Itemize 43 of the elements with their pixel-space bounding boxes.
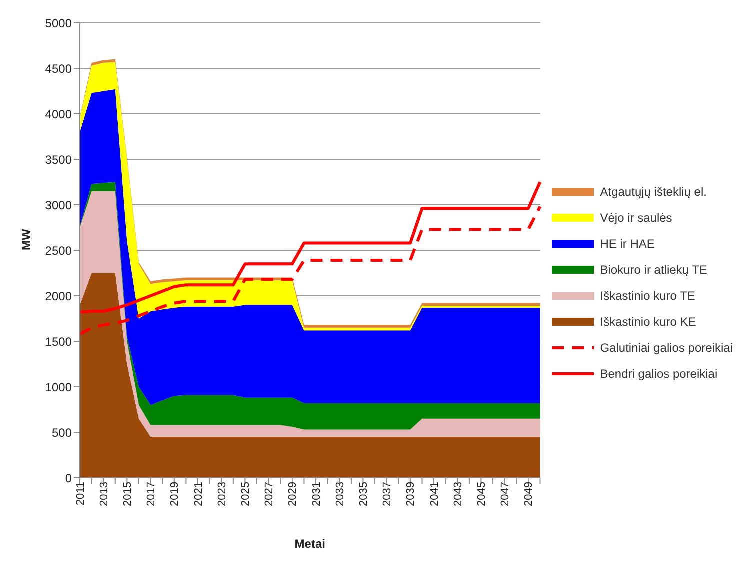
- y-tick-label: 0: [65, 471, 72, 486]
- x-axis-title: Metai: [294, 537, 326, 551]
- legend-label: HE ir HAE: [600, 237, 655, 251]
- x-tick-label: 2049: [523, 482, 536, 506]
- x-tick-label: 2029: [287, 482, 300, 506]
- y-tick-label: 5000: [45, 16, 72, 30]
- x-tick-label: 2035: [358, 482, 370, 506]
- x-tick-label: 2013: [98, 482, 110, 506]
- y-tick-label: 4000: [45, 107, 72, 122]
- y-tick-label: 3500: [45, 152, 72, 167]
- x-tick-label: 2031: [310, 482, 323, 506]
- y-tick-label: 3000: [45, 198, 72, 212]
- x-tick-label: 2039: [405, 482, 418, 506]
- x-tick-label: 2023: [216, 482, 228, 506]
- x-tick-label: 2047: [500, 482, 512, 506]
- x-tick-label: 2045: [476, 482, 488, 506]
- x-tick-label: 2025: [240, 482, 252, 506]
- x-tick-label: 2019: [169, 482, 182, 506]
- legend-label: Galutiniai galios poreikiai: [600, 341, 733, 355]
- legend-label: Vėjo ir saulės: [600, 211, 672, 225]
- legend-label: Iškastinio kuro KE: [600, 315, 696, 329]
- y-tick-label: 2500: [45, 244, 72, 258]
- x-tick-label: 2033: [334, 482, 346, 506]
- legend-label: Iškastinio kuro TE: [600, 289, 696, 303]
- x-tick-label: 2037: [382, 482, 394, 506]
- x-tick-label: 2011: [74, 482, 87, 506]
- line-series: [78, 180, 542, 314]
- x-tick-label: 2041: [428, 482, 441, 506]
- y-tick-label: 2000: [45, 289, 72, 304]
- y-tick-label: 500: [52, 426, 72, 440]
- x-tick-label: 2021: [192, 482, 205, 506]
- line-series: [78, 205, 542, 336]
- x-tick-label: 2017: [146, 482, 158, 506]
- x-tick-label: 2043: [452, 482, 464, 506]
- legend-label: Biokuro ir atliekų TE: [600, 263, 708, 277]
- y-axis-title: MW: [19, 228, 34, 250]
- y-tick-label: 1000: [45, 380, 72, 394]
- y-tick-label: 1500: [45, 334, 72, 349]
- legend-label: Bendri galios poreikiai: [600, 367, 718, 381]
- legend-label: Atgautųjų išteklių el.: [600, 185, 707, 199]
- y-tick-label: 4500: [45, 62, 72, 76]
- x-tick-label: 2027: [264, 482, 276, 506]
- x-tick-label: 2015: [122, 482, 134, 506]
